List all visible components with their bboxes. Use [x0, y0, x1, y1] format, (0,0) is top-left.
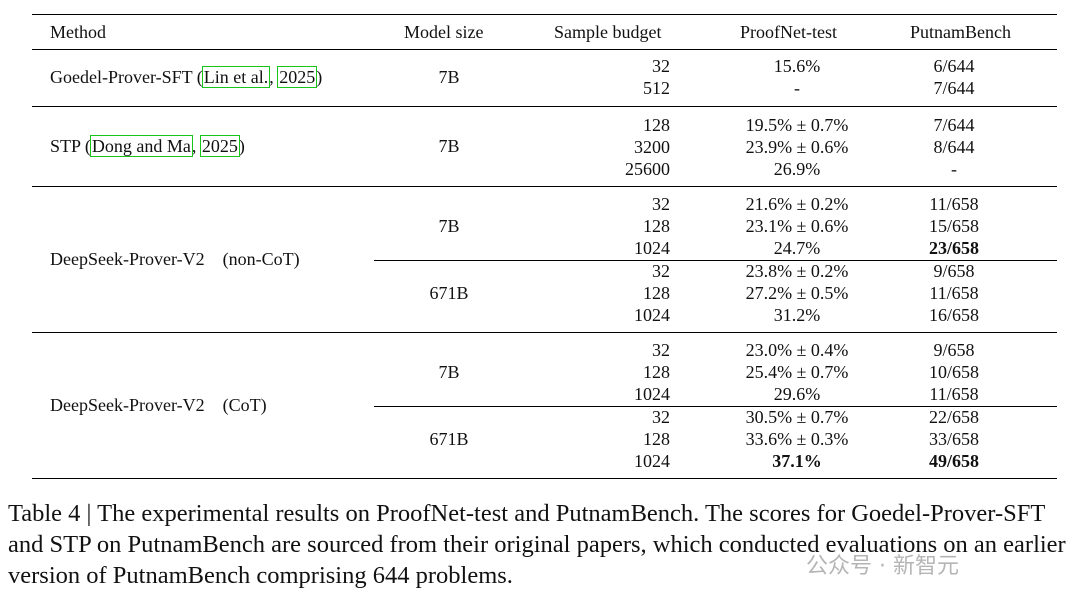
budget-cell: 32: [652, 407, 670, 427]
size-cell: 7B: [438, 136, 460, 156]
putnam-cell: 22/658: [928, 407, 979, 427]
putnam-cell: 11/658: [929, 283, 979, 303]
proofnet-cell: 37.1%: [772, 451, 822, 471]
putnam-cell: -: [951, 159, 957, 179]
results-table: Method Model size Sample budget ProofNet…: [32, 14, 1057, 479]
citation-link[interactable]: Lin et al.: [201, 66, 271, 88]
method-stp: STP (Dong and Ma, 2025): [50, 135, 245, 157]
group-goedel: Goedel-Prover-SFT (Lin et al., 2025) 7B …: [32, 50, 1057, 107]
proofnet-cell: 25.4% ± 0.7%: [745, 362, 849, 382]
proofnet-cell: 29.6%: [773, 384, 821, 404]
budget-cell: 1024: [634, 451, 670, 471]
group-stp: STP (Dong and Ma, 2025) 7B 128 19.5% ± 0…: [32, 107, 1057, 187]
putnam-cell: 9/658: [933, 340, 975, 360]
budget-cell: 32: [652, 261, 670, 281]
proofnet-cell: 33.6% ± 0.3%: [745, 429, 849, 449]
proofnet-cell: -: [794, 78, 800, 98]
size-cell: 671B: [429, 283, 469, 303]
budget-cell: 128: [643, 216, 670, 236]
proofnet-cell: 23.8% ± 0.2%: [745, 261, 849, 281]
budget-cell: 25600: [625, 159, 670, 179]
putnam-cell: 49/658: [928, 451, 979, 471]
putnam-cell: 10/658: [928, 362, 979, 382]
putnam-cell: 6/644: [933, 56, 975, 76]
budget-cell: 32: [652, 194, 670, 214]
method-deepseek-cot: DeepSeek-Prover-V2 (CoT): [50, 395, 267, 415]
budget-cell: 128: [643, 362, 670, 382]
putnam-cell: 11/658: [929, 384, 979, 404]
budget-cell: 128: [643, 429, 670, 449]
budget-cell: 128: [643, 283, 670, 303]
subgroup-divider: [374, 260, 1057, 261]
citation-link[interactable]: Dong and Ma: [89, 135, 193, 157]
proofnet-cell: 26.9%: [773, 159, 821, 179]
putnam-cell: 33/658: [928, 429, 979, 449]
putnam-cell: 15/658: [928, 216, 979, 236]
method-deepseek-noncot: DeepSeek-Prover-V2 (non-CoT): [50, 249, 300, 269]
proofnet-cell: 27.2% ± 0.5%: [745, 283, 849, 303]
group-deepseek-noncot: DeepSeek-Prover-V2 (non-CoT) 7B 32 21.6%…: [32, 187, 1057, 333]
putnam-cell: 8/644: [933, 137, 975, 157]
putnam-cell: 7/644: [933, 78, 975, 98]
watermark: 公众号 · 新智元: [806, 554, 959, 579]
proofnet-cell: 24.7%: [773, 238, 821, 258]
table-caption: Table 4 | The experimental results on Pr…: [8, 500, 1066, 589]
method-goedel: Goedel-Prover-SFT (Lin et al., 2025): [50, 66, 323, 88]
size-cell: 7B: [438, 216, 460, 236]
budget-cell: 128: [643, 115, 670, 135]
budget-cell: 32: [652, 56, 670, 76]
proofnet-cell: 23.9% ± 0.6%: [745, 137, 849, 157]
proofnet-cell: 23.0% ± 0.4%: [745, 340, 849, 360]
size-cell: 671B: [429, 429, 469, 449]
group-deepseek-cot: DeepSeek-Prover-V2 (CoT) 7B 32 23.0% ± 0…: [32, 333, 1057, 478]
citation-link[interactable]: 2025: [199, 135, 240, 157]
budget-cell: 512: [643, 78, 670, 98]
size-cell: 7B: [438, 362, 460, 382]
putnam-cell: 23/658: [928, 238, 979, 258]
putnam-cell: 16/658: [928, 305, 979, 325]
header-proofnet: ProofNet-test: [740, 22, 837, 42]
budget-cell: 1024: [634, 305, 670, 325]
subgroup-divider: [374, 406, 1057, 407]
header-model-size: Model size: [404, 22, 484, 42]
proofnet-cell: 31.2%: [773, 305, 821, 325]
proofnet-cell: 23.1% ± 0.6%: [745, 216, 849, 236]
header-method: Method: [50, 22, 106, 42]
header-putnam: PutnamBench: [910, 22, 1011, 42]
putnam-cell: 7/644: [933, 115, 975, 135]
proofnet-cell: 30.5% ± 0.7%: [745, 407, 849, 427]
proofnet-cell: 21.6% ± 0.2%: [745, 194, 849, 214]
citation-link[interactable]: 2025: [277, 66, 318, 88]
budget-cell: 32: [652, 340, 670, 360]
putnam-cell: 9/658: [933, 261, 975, 281]
header-sample-budget: Sample budget: [554, 22, 662, 42]
size-cell: 7B: [438, 67, 460, 87]
budget-cell: 1024: [634, 384, 670, 404]
table-header: Method Model size Sample budget ProofNet…: [32, 15, 1057, 50]
proofnet-cell: 15.6%: [773, 56, 821, 76]
budget-cell: 1024: [634, 238, 670, 258]
budget-cell: 3200: [634, 137, 670, 157]
proofnet-cell: 19.5% ± 0.7%: [745, 115, 849, 135]
putnam-cell: 11/658: [929, 194, 979, 214]
